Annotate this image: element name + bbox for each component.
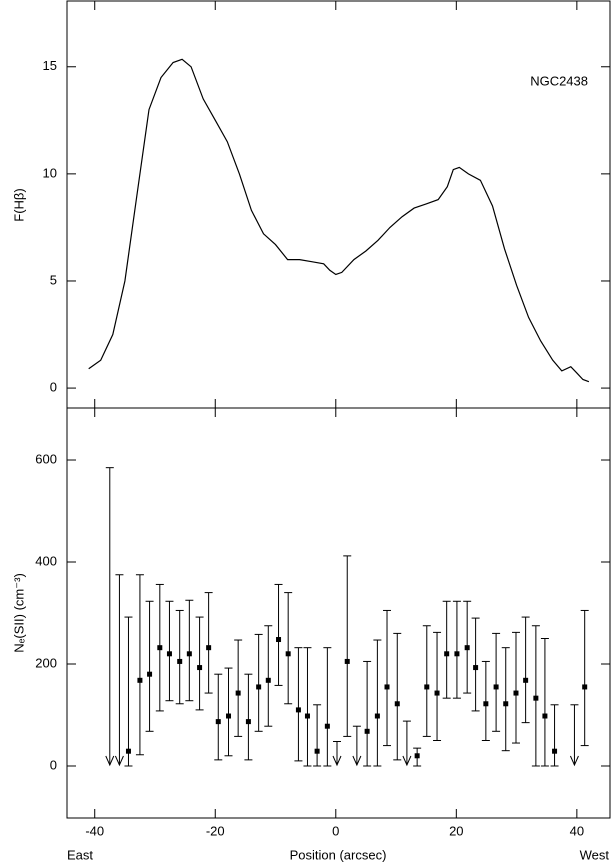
point — [226, 713, 232, 719]
point — [197, 665, 203, 671]
point — [265, 677, 271, 683]
annotation: West — [580, 847, 610, 862]
point — [177, 658, 183, 664]
point — [285, 651, 291, 657]
point — [483, 701, 489, 707]
arrow-head — [332, 755, 342, 767]
point — [473, 665, 479, 671]
point — [125, 748, 131, 754]
point — [414, 753, 420, 759]
point — [454, 651, 460, 657]
point — [137, 677, 143, 683]
plot-frame — [66, 0, 611, 409]
point — [424, 684, 430, 690]
y-tick-label: 15 — [43, 58, 57, 73]
point — [166, 651, 172, 657]
point — [314, 748, 320, 754]
point — [276, 637, 282, 643]
y-tick-label: 0 — [50, 380, 57, 395]
point — [295, 707, 301, 713]
point — [364, 728, 370, 734]
arrow-head — [352, 755, 362, 767]
point — [206, 645, 212, 651]
point — [464, 645, 470, 651]
point — [344, 658, 350, 664]
point — [582, 684, 588, 690]
x-tick-label: 0 — [332, 823, 339, 838]
plot-frame — [66, 407, 611, 819]
y-axis-label: Nₑ(SII) (cm⁻³) — [11, 573, 26, 653]
point — [235, 690, 241, 696]
y-tick-label: 400 — [35, 553, 57, 568]
point — [245, 719, 251, 725]
point — [503, 701, 509, 707]
point — [542, 713, 548, 719]
point — [147, 671, 153, 677]
x-tick-label: 40 — [570, 823, 584, 838]
x-tick-label: 20 — [449, 823, 463, 838]
point — [444, 651, 450, 657]
point — [533, 695, 539, 701]
annotation: East — [67, 847, 93, 862]
y-tick-label: 200 — [35, 655, 57, 670]
point — [384, 684, 390, 690]
point — [523, 677, 529, 683]
point — [186, 651, 192, 657]
y-axis-label: F(Hβ) — [11, 188, 26, 221]
point — [552, 748, 558, 754]
line — [88, 58, 590, 383]
annotation: NGC2438 — [530, 73, 588, 88]
point — [513, 690, 519, 696]
point — [434, 690, 440, 696]
point — [157, 645, 163, 651]
point — [304, 713, 310, 719]
arrow-head — [105, 755, 115, 767]
y-tick-label: 10 — [43, 165, 57, 180]
point — [256, 684, 262, 690]
point — [215, 719, 221, 725]
point — [493, 684, 499, 690]
x-axis-label: Position (arcsec) — [290, 847, 387, 862]
y-tick-label: 5 — [50, 272, 57, 287]
point — [324, 723, 330, 729]
arrow-head — [114, 755, 124, 767]
point — [394, 701, 400, 707]
x-tick-label: -40 — [85, 823, 104, 838]
arrow-head — [569, 755, 579, 767]
x-tick-label: -20 — [206, 823, 225, 838]
point — [374, 713, 380, 719]
arrow-head — [402, 755, 412, 767]
y-tick-label: 0 — [50, 757, 57, 772]
y-tick-label: 600 — [35, 451, 57, 466]
